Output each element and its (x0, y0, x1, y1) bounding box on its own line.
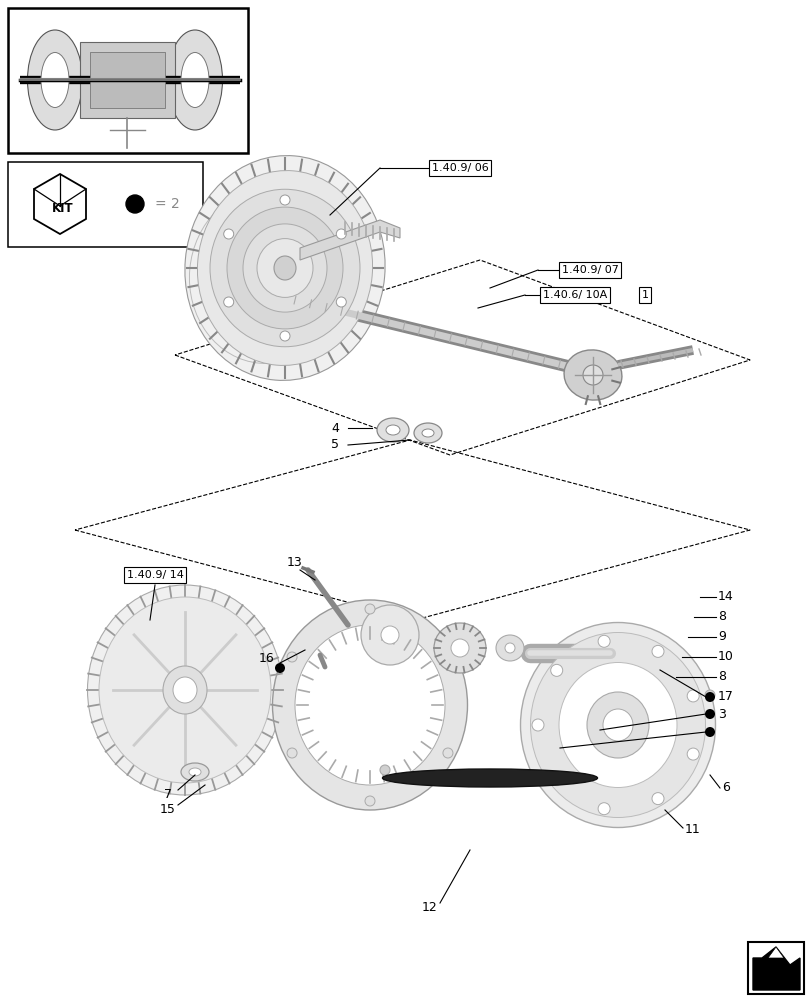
Ellipse shape (433, 623, 486, 673)
Polygon shape (767, 947, 783, 958)
Ellipse shape (173, 677, 197, 703)
Text: 4: 4 (331, 422, 338, 434)
Ellipse shape (422, 429, 433, 437)
Circle shape (598, 635, 609, 647)
Circle shape (704, 690, 714, 700)
Ellipse shape (181, 763, 208, 781)
Ellipse shape (99, 597, 271, 783)
Circle shape (280, 331, 290, 341)
Text: 3: 3 (717, 708, 725, 720)
Ellipse shape (504, 643, 514, 653)
Circle shape (365, 604, 375, 614)
Ellipse shape (530, 633, 705, 818)
Ellipse shape (185, 156, 384, 380)
Bar (80, 42, 175, 118)
Polygon shape (299, 220, 400, 260)
Ellipse shape (294, 625, 444, 785)
Text: 1.40.6/ 10A: 1.40.6/ 10A (543, 290, 607, 300)
Text: 1.40.9/ 07: 1.40.9/ 07 (561, 265, 618, 275)
Circle shape (380, 765, 389, 775)
Circle shape (651, 645, 663, 657)
Circle shape (686, 748, 698, 760)
Circle shape (287, 748, 297, 758)
Circle shape (531, 719, 543, 731)
Circle shape (550, 774, 562, 786)
Text: 12: 12 (422, 901, 437, 914)
Text: 8: 8 (717, 610, 725, 624)
Ellipse shape (257, 239, 312, 297)
Ellipse shape (385, 425, 400, 435)
Text: 15: 15 (160, 803, 176, 816)
Bar (747, 942, 803, 994)
Circle shape (442, 748, 453, 758)
Text: 9: 9 (717, 631, 725, 644)
Circle shape (224, 297, 234, 307)
Ellipse shape (210, 189, 359, 347)
Circle shape (224, 229, 234, 239)
Ellipse shape (197, 171, 372, 365)
Circle shape (442, 652, 453, 662)
Circle shape (598, 803, 609, 815)
Ellipse shape (380, 626, 398, 644)
Ellipse shape (272, 600, 467, 810)
Circle shape (126, 195, 144, 213)
Circle shape (336, 229, 345, 239)
Circle shape (651, 793, 663, 805)
Circle shape (287, 652, 297, 662)
Ellipse shape (181, 53, 208, 108)
Circle shape (704, 692, 714, 702)
Text: 1.40.9/ 06: 1.40.9/ 06 (431, 163, 487, 173)
Polygon shape (752, 947, 799, 990)
Text: 7: 7 (164, 788, 172, 801)
Ellipse shape (163, 666, 207, 714)
Text: 11: 11 (684, 823, 700, 836)
Ellipse shape (496, 635, 523, 661)
Text: 5: 5 (331, 438, 338, 452)
Ellipse shape (273, 256, 296, 280)
Text: 13: 13 (287, 556, 303, 568)
Ellipse shape (88, 585, 282, 795)
Ellipse shape (227, 207, 342, 329)
Text: 17: 17 (717, 690, 733, 704)
Ellipse shape (382, 769, 597, 787)
Ellipse shape (41, 53, 69, 108)
Circle shape (704, 709, 714, 719)
Text: 16: 16 (259, 652, 275, 664)
Ellipse shape (520, 622, 714, 827)
Text: 1: 1 (641, 290, 648, 300)
Ellipse shape (167, 30, 222, 130)
Text: 6: 6 (721, 781, 729, 794)
Ellipse shape (189, 768, 201, 776)
Ellipse shape (361, 605, 418, 665)
Circle shape (582, 365, 603, 385)
Circle shape (275, 663, 285, 673)
Ellipse shape (586, 692, 648, 758)
Circle shape (686, 690, 698, 702)
Bar (8, 162, 203, 247)
Ellipse shape (414, 423, 441, 443)
Text: 10: 10 (717, 650, 733, 664)
Text: 1.40.9/ 14: 1.40.9/ 14 (127, 570, 183, 580)
Circle shape (450, 639, 469, 657)
Text: KIT: KIT (52, 202, 74, 216)
Circle shape (550, 664, 562, 676)
Circle shape (704, 727, 714, 737)
Bar (90, 52, 165, 108)
Ellipse shape (558, 662, 676, 788)
Ellipse shape (603, 709, 633, 741)
Circle shape (336, 297, 345, 307)
Text: = 2: = 2 (155, 197, 179, 211)
Bar (8, 8, 247, 153)
Ellipse shape (242, 224, 327, 312)
Polygon shape (34, 174, 86, 234)
Circle shape (280, 195, 290, 205)
Ellipse shape (564, 350, 621, 400)
Ellipse shape (28, 30, 83, 130)
Circle shape (365, 796, 375, 806)
Ellipse shape (376, 418, 409, 442)
Text: 8: 8 (717, 670, 725, 684)
Text: 14: 14 (717, 590, 733, 603)
